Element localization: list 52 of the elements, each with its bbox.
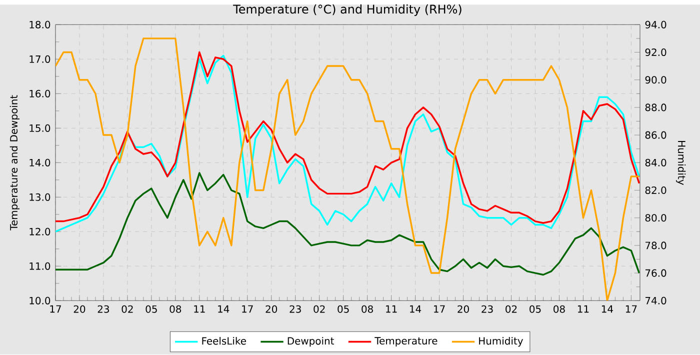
y-tick-label: 15.0	[30, 124, 50, 132]
y-tick-label: 18.0	[30, 21, 50, 29]
x-tick-label: 11	[578, 306, 589, 313]
y-tick-label: 17.0	[30, 56, 50, 64]
y-tick-label: 10.0	[30, 297, 50, 305]
x-tick-label: 02	[122, 306, 133, 314]
y2-axis-title: Humidity	[676, 141, 686, 186]
x-tick-label: 17	[626, 306, 637, 313]
y-tick-label: 13.0	[30, 194, 50, 202]
x-tick-label: 08	[170, 306, 182, 314]
legend-label: Temperature	[374, 337, 438, 347]
x-tick-label: 08	[554, 306, 565, 314]
y2-tick-label: 80.0	[645, 214, 666, 222]
y-tick-label: 16.0	[30, 90, 50, 98]
y-tick-label: 14.0	[30, 159, 50, 167]
y2-tick-label: 84.0	[645, 159, 666, 167]
legend-label: Humidity	[479, 337, 524, 347]
x-tick-label: 23	[290, 306, 301, 314]
x-tick-label: 20	[458, 306, 469, 314]
y2-tick-label: 78.0	[646, 242, 666, 250]
y-tick-label: 11.0	[30, 262, 50, 270]
y2-tick-label: 76.0	[646, 269, 666, 277]
chart-title: Temperature (°C) and Humidity (RH%)	[233, 4, 462, 16]
y2-tick-label: 74.0	[646, 297, 666, 305]
x-tick-label: 17	[242, 306, 253, 313]
y2-tick-label: 86.0	[645, 131, 666, 139]
x-tick-label: 02	[314, 306, 325, 314]
y2-tick-label: 88.0	[645, 104, 666, 112]
x-tick-label: 02	[506, 306, 517, 314]
y-axis-title: Temperature and Dewpoint	[10, 95, 20, 231]
y2-tick-label: 90.0	[645, 76, 666, 84]
x-tick-label: 23	[482, 306, 493, 314]
x-tick-label: 05	[146, 306, 157, 314]
x-tick-label: 20	[74, 306, 86, 314]
x-tick-label: 14	[410, 306, 422, 313]
y2-tick-label: 82.0	[645, 186, 666, 194]
x-tick-label: 23	[98, 306, 109, 314]
y2-tick-label: 92.0	[645, 48, 666, 56]
x-tick-label: 17	[434, 306, 445, 313]
x-tick-label: 11	[194, 306, 205, 313]
x-tick-label: 05	[338, 306, 349, 314]
x-tick-label: 14	[218, 306, 230, 313]
x-tick-label: 14	[602, 306, 613, 313]
x-tick-label: 11	[386, 306, 397, 313]
x-tick-label: 05	[530, 306, 541, 314]
legend-label: FeelsLike	[202, 337, 246, 345]
x-tick-label: 20	[266, 306, 278, 314]
y-tick-label: 12.0	[30, 228, 50, 236]
x-tick-label: 08	[362, 306, 373, 314]
x-tick-label: 17	[50, 306, 61, 313]
legend-label: Dewpoint	[288, 337, 334, 347]
y2-tick-label: 94.0	[645, 21, 666, 29]
